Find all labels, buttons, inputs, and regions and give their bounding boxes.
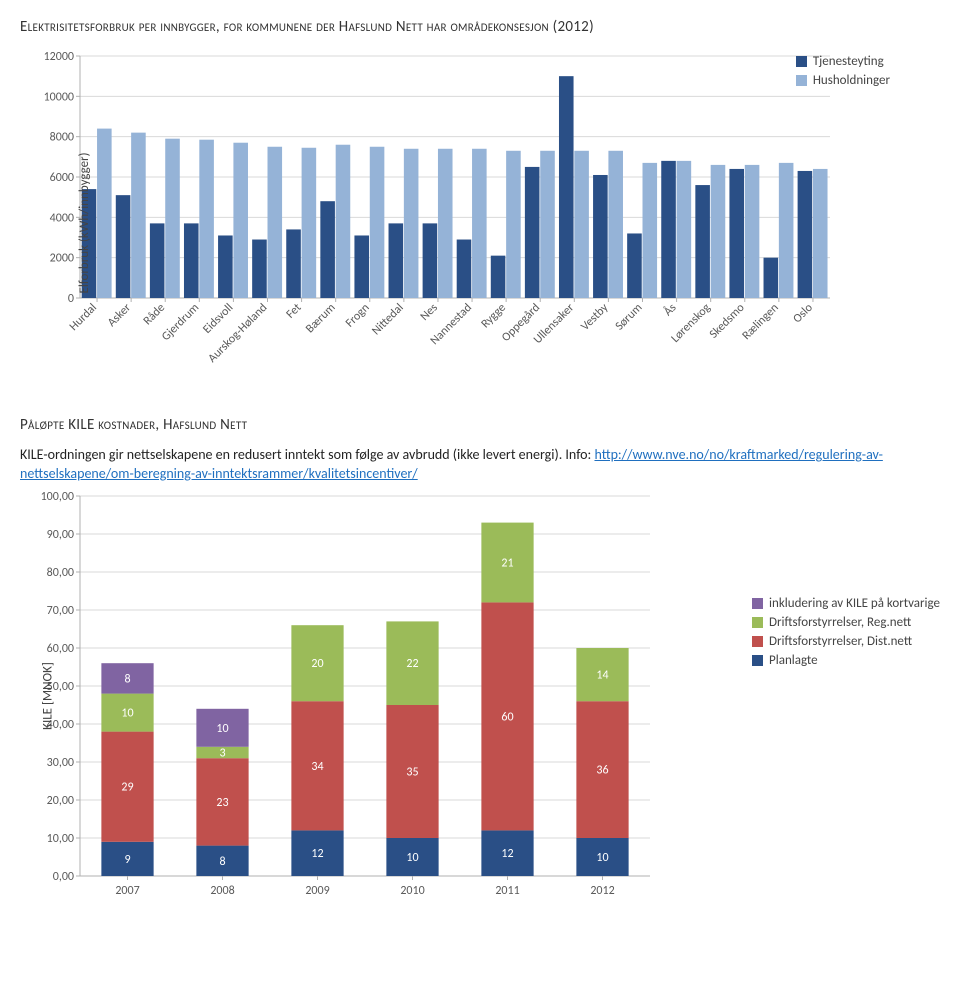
svg-text:Gjerdrum: Gjerdrum [159, 301, 202, 344]
svg-text:60: 60 [501, 710, 513, 724]
svg-text:2012: 2012 [590, 884, 614, 898]
svg-text:22: 22 [406, 657, 418, 671]
chart1-legend: Tjenesteyting Husholdninger [796, 54, 890, 92]
svg-text:Ås: Ås [661, 300, 680, 319]
svg-text:Fet: Fet [284, 301, 305, 322]
svg-text:Frogn: Frogn [343, 301, 373, 331]
svg-text:20,00: 20,00 [47, 794, 74, 808]
legend-swatch [796, 56, 807, 67]
svg-text:Rygge: Rygge [479, 301, 509, 331]
svg-text:Oslo: Oslo [791, 301, 816, 326]
svg-text:60,00: 60,00 [47, 642, 74, 656]
svg-text:2000: 2000 [50, 252, 74, 266]
legend-swatch [752, 598, 763, 609]
svg-text:2008: 2008 [210, 884, 234, 898]
svg-text:10: 10 [406, 851, 418, 865]
svg-text:23: 23 [216, 796, 228, 810]
chart2-legend: inkludering av KILE på kortvarige Driftsf… [752, 596, 940, 672]
svg-text:14: 14 [596, 668, 608, 682]
svg-text:Nittedal: Nittedal [369, 301, 406, 338]
svg-text:10: 10 [216, 722, 228, 736]
chart1-svg: 020004000600080001000012000HurdalAskerRå… [20, 48, 840, 398]
legend-item: Planlagte [752, 653, 940, 668]
svg-text:2011: 2011 [495, 884, 519, 898]
svg-text:36: 36 [596, 763, 608, 777]
section2-body: KILE-ordningen gir nettselskapene en red… [20, 446, 940, 484]
svg-text:Asker: Asker [105, 301, 134, 330]
svg-text:10: 10 [596, 851, 608, 865]
legend-swatch [752, 617, 763, 628]
legend-swatch [796, 75, 807, 86]
svg-text:3: 3 [219, 746, 225, 760]
svg-text:100,00: 100,00 [41, 490, 74, 504]
legend-swatch [752, 655, 763, 666]
svg-text:9: 9 [124, 853, 130, 867]
legend-label: inkludering av KILE på kortvarige [769, 596, 940, 611]
svg-text:20: 20 [311, 657, 323, 671]
svg-text:0,00: 0,00 [53, 870, 74, 884]
legend-label: Husholdninger [813, 73, 890, 88]
legend-label: Driftsforstyrrelser, Reg.nett [769, 615, 911, 630]
svg-text:Bærum: Bærum [303, 301, 338, 336]
legend-item: Driftsforstyrrelser, Reg.nett [752, 615, 940, 630]
legend-label: Tjenesteyting [813, 54, 884, 69]
svg-text:10: 10 [121, 706, 133, 720]
svg-text:12: 12 [311, 847, 323, 861]
svg-text:0: 0 [68, 292, 74, 306]
chart2-container: KILE [MNOK] inkludering av KILE på kortv… [20, 486, 900, 906]
section2-title: Påløpte KILE kostnader, Hafslund Nett [20, 416, 940, 434]
svg-text:Rælingen: Rælingen [740, 301, 782, 343]
section2-body-prefix: KILE-ordningen gir nettselskapene en red… [20, 446, 594, 463]
svg-text:70,00: 70,00 [47, 604, 74, 618]
svg-text:12: 12 [501, 847, 513, 861]
svg-text:6000: 6000 [50, 171, 74, 185]
svg-text:Råde: Råde [141, 301, 168, 328]
legend-item: Driftsforstyrrelser, Dist.nett [752, 634, 940, 649]
legend-item: Husholdninger [796, 73, 890, 88]
chart1-ylabel: Elforbruk (kWh/innbygger) [77, 152, 92, 293]
svg-text:30,00: 30,00 [47, 756, 74, 770]
svg-text:Vestby: Vestby [578, 301, 611, 334]
legend-item: inkludering av KILE på kortvarige [752, 596, 940, 611]
svg-text:8: 8 [124, 672, 130, 686]
svg-text:8000: 8000 [50, 131, 74, 145]
legend-label: Planlagte [769, 653, 818, 668]
svg-text:4000: 4000 [50, 211, 74, 225]
chart2-svg: 0,0010,0020,0030,0040,0050,0060,0070,008… [20, 486, 660, 906]
svg-text:2007: 2007 [115, 884, 139, 898]
svg-text:35: 35 [406, 765, 418, 779]
svg-text:Sørum: Sørum [613, 301, 645, 333]
svg-text:80,00: 80,00 [47, 566, 74, 580]
svg-text:10,00: 10,00 [47, 832, 74, 846]
svg-text:21: 21 [501, 556, 513, 570]
section1-title: Elektrisitetsforbruk per innbygger, for … [20, 18, 940, 36]
svg-text:2010: 2010 [400, 884, 424, 898]
svg-text:10000: 10000 [44, 90, 74, 104]
svg-text:8: 8 [219, 855, 225, 869]
legend-swatch [752, 636, 763, 647]
chart2-ylabel: KILE [MNOK] [40, 662, 55, 730]
legend-label: Driftsforstyrrelser, Dist.nett [769, 634, 912, 649]
chart1-container: Elforbruk (kWh/innbygger) Tjenesteyting H… [20, 48, 900, 398]
svg-text:12000: 12000 [44, 50, 74, 64]
svg-text:Nes: Nes [418, 301, 441, 324]
svg-text:29: 29 [121, 780, 133, 794]
svg-text:2009: 2009 [305, 884, 329, 898]
svg-text:90,00: 90,00 [47, 528, 74, 542]
legend-item: Tjenesteyting [796, 54, 890, 69]
svg-text:34: 34 [311, 760, 323, 774]
